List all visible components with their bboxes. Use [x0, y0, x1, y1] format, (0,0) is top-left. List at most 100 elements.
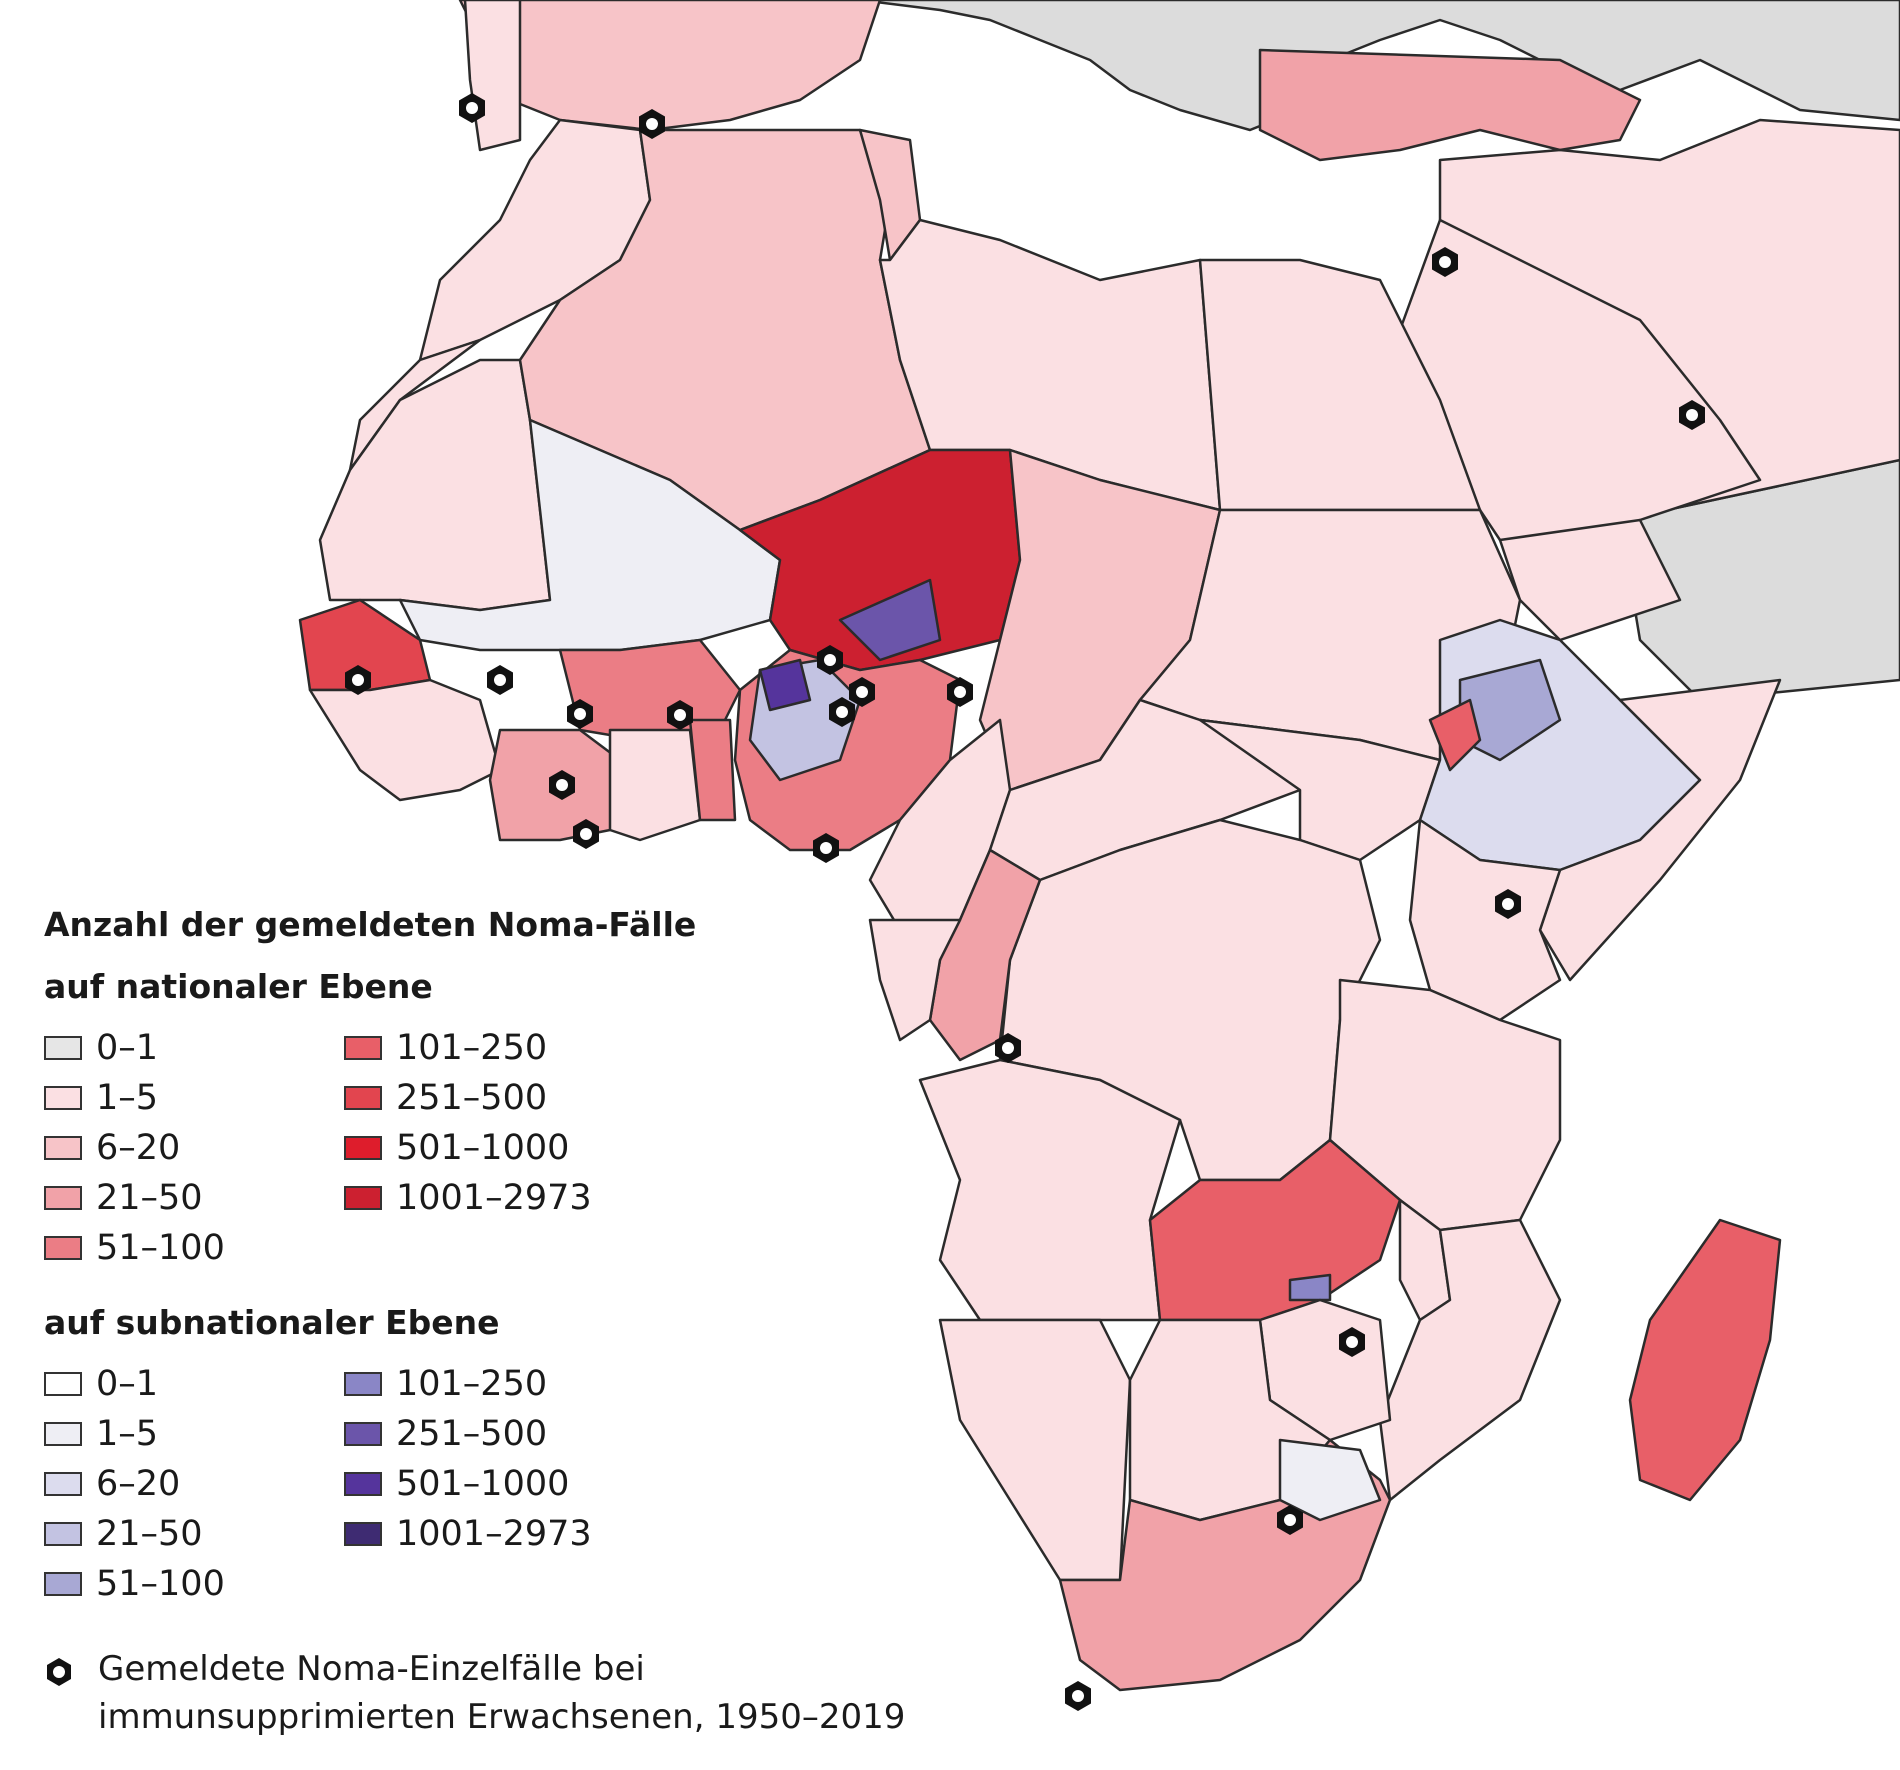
- case-marker: [947, 677, 973, 707]
- case-marker: [567, 699, 593, 729]
- legend-item-national-7: 501–1000: [344, 1123, 644, 1173]
- legend-subnational-grid: 0–1 1–5 6–20 21–50 51–100 101–250 251–500 501–1…: [44, 1359, 924, 1609]
- region-benin: [688, 718, 737, 822]
- legend-swatch: [344, 1136, 382, 1160]
- case-marker: [1679, 400, 1705, 430]
- legend-item-subnational-7: 501–1000: [344, 1459, 644, 1509]
- legend-item-subnational-5: 101–250: [344, 1359, 644, 1409]
- legend-swatch: [344, 1186, 382, 1210]
- case-marker: [813, 833, 839, 863]
- case-marker: [1339, 1327, 1365, 1357]
- legend-label: 251–500: [396, 1078, 548, 1118]
- case-marker: [1495, 889, 1521, 919]
- region-europe-nodata: [858, 0, 1900, 132]
- region-turkey: [1258, 48, 1642, 162]
- legend-item-subnational-1: 1–5: [44, 1409, 344, 1459]
- legend-label: 0–1: [96, 1028, 159, 1068]
- case-marker: [573, 819, 599, 849]
- legend-swatch: [44, 1472, 82, 1496]
- case-marker: [667, 700, 693, 730]
- legend-title: Anzahl der gemeldeten Noma-Fälle: [44, 905, 697, 944]
- region-spain: [458, 0, 882, 132]
- legend-label: 101–250: [396, 1028, 548, 1068]
- legend-item-subnational-8: 1001–2973: [344, 1509, 644, 1559]
- region-mauritania: [318, 358, 552, 612]
- legend-swatch: [44, 1086, 82, 1110]
- case-marker: [995, 1033, 1021, 1063]
- legend-item-subnational-4: 51–100: [44, 1559, 344, 1609]
- legend-label: 51–100: [96, 1228, 225, 1268]
- legend-label: 6–20: [96, 1128, 181, 1168]
- region-niger: [738, 448, 1022, 672]
- region-gabon: [868, 918, 962, 1042]
- legend-subnational-heading: auf subnationaler Ebene: [44, 1303, 500, 1342]
- legend-swatch: [44, 1422, 82, 1446]
- case-note: Gemeldete Noma-Einzelfälle bei immunsupp…: [44, 1645, 905, 1741]
- legend-swatch: [44, 1372, 82, 1396]
- legend-swatch: [44, 1236, 82, 1260]
- legend-swatch: [44, 1186, 82, 1210]
- region-south-africa-sub: [1278, 1438, 1382, 1522]
- region-ethiopia-red: [1428, 698, 1482, 772]
- legend-label: 6–20: [96, 1464, 181, 1504]
- legend-item-national-3: 21–50: [44, 1173, 344, 1223]
- region-portugal: [463, 0, 522, 152]
- region-niger-sub: [838, 578, 942, 662]
- legend-swatch: [344, 1422, 382, 1446]
- case-note-line-1: Gemeldete Noma-Einzelfälle bei: [98, 1649, 645, 1689]
- region-zambia-sub: [1288, 1273, 1332, 1302]
- legend-swatch: [344, 1522, 382, 1546]
- case-marker-icon: [47, 1658, 71, 1686]
- legend-label: 1001–2973: [396, 1178, 592, 1218]
- legend-label: 21–50: [96, 1514, 203, 1554]
- case-marker: [487, 665, 513, 695]
- legend-label: 101–250: [396, 1364, 548, 1404]
- case-marker: [1432, 247, 1458, 277]
- legend-item-national-1: 1–5: [44, 1073, 344, 1123]
- legend: Anzahl der gemeldeten Noma-Fälle auf nat…: [44, 905, 924, 1609]
- case-marker: [1277, 1505, 1303, 1535]
- region-burkina-faso: [558, 638, 742, 742]
- legend-item-subnational-2: 6–20: [44, 1459, 344, 1509]
- legend-label: 51–100: [96, 1564, 225, 1604]
- legend-item-subnational-6: 251–500: [344, 1409, 644, 1459]
- legend-swatch: [344, 1472, 382, 1496]
- legend-swatch: [44, 1036, 82, 1060]
- legend-item-national-8: 1001–2973: [344, 1173, 644, 1223]
- legend-swatch: [44, 1522, 82, 1546]
- legend-item-national-0: 0–1: [44, 1023, 344, 1073]
- legend-label: 501–1000: [396, 1128, 570, 1168]
- legend-label: 21–50: [96, 1178, 203, 1218]
- case-marker: [639, 109, 665, 139]
- region-madagascar: [1628, 1218, 1782, 1502]
- legend-swatch: [44, 1136, 82, 1160]
- region-guinea: [308, 678, 502, 802]
- case-marker: [549, 770, 575, 800]
- case-note-text: Gemeldete Noma-Einzelfälle bei immunsupp…: [98, 1645, 905, 1741]
- legend-item-national-6: 251–500: [344, 1073, 644, 1123]
- region-ghana: [608, 728, 702, 842]
- legend-label: 501–1000: [396, 1464, 570, 1504]
- legend-label: 1–5: [96, 1414, 159, 1454]
- legend-label: 1–5: [96, 1078, 159, 1118]
- region-somalia: [1538, 678, 1782, 982]
- legend-label: 251–500: [396, 1414, 548, 1454]
- region-namibia: [938, 1318, 1132, 1582]
- case-marker: [829, 697, 855, 727]
- case-markers: [345, 93, 1705, 1711]
- legend-item-national-5: 101–250: [344, 1023, 644, 1073]
- region-mozambique: [1378, 1218, 1562, 1502]
- case-marker: [849, 677, 875, 707]
- legend-label: 1001–2973: [396, 1514, 592, 1554]
- case-marker: [459, 93, 485, 123]
- legend-item-national-4: 51–100: [44, 1223, 344, 1273]
- legend-swatch: [44, 1572, 82, 1596]
- case-marker: [1065, 1681, 1091, 1711]
- legend-item-subnational-0: 0–1: [44, 1359, 344, 1409]
- legend-national-heading: auf nationaler Ebene: [44, 967, 433, 1006]
- case-marker: [345, 665, 371, 695]
- legend-item-national-2: 6–20: [44, 1123, 344, 1173]
- legend-swatch: [344, 1036, 382, 1060]
- case-marker: [817, 645, 843, 675]
